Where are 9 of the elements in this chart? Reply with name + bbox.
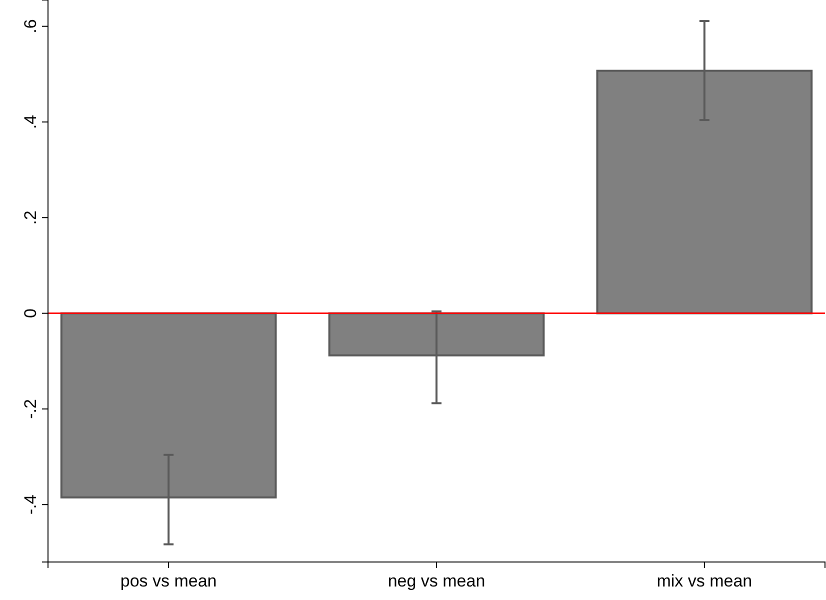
x-tick-label: neg vs mean: [388, 571, 486, 590]
y-tick-label: .2: [21, 210, 40, 225]
x-tick-label: pos vs mean: [120, 571, 217, 590]
y-tick-label: -.4: [21, 494, 40, 515]
y-tick-label: 0: [21, 308, 40, 318]
y-tick-label: .4: [21, 114, 40, 130]
x-tick-label: mix vs mean: [656, 571, 752, 590]
y-tick-label: -.2: [21, 399, 40, 419]
y-tick-label: .6: [21, 19, 40, 34]
